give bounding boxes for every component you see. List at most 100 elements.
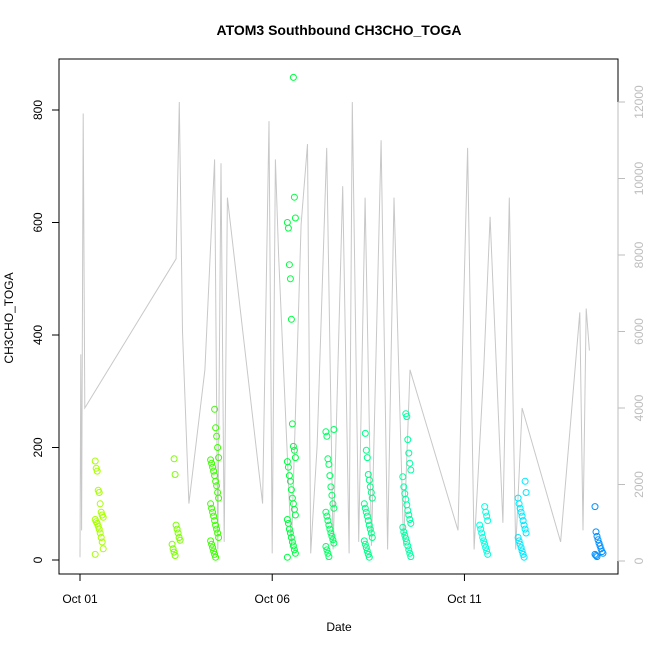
data-point xyxy=(329,500,337,508)
data-point xyxy=(593,553,601,561)
data-point xyxy=(283,516,291,523)
data-point xyxy=(327,529,335,537)
data-point xyxy=(99,513,107,521)
data-point xyxy=(98,538,106,546)
altitude-line xyxy=(79,101,590,558)
data-point xyxy=(287,486,295,494)
data-point xyxy=(289,542,297,550)
data-point xyxy=(406,549,414,557)
data-point xyxy=(367,529,375,537)
data-point xyxy=(594,536,602,544)
data-point xyxy=(171,552,179,559)
data-point xyxy=(476,521,484,529)
data-point xyxy=(213,525,221,533)
data-point xyxy=(212,521,220,529)
data-point xyxy=(174,529,182,537)
data-point xyxy=(518,512,526,520)
y-axis-right: 0 2000 4000 6000 8000 10000 12000 xyxy=(617,85,646,564)
data-point xyxy=(360,537,368,545)
y2-tick-label: 4000 xyxy=(632,394,646,421)
points-layer xyxy=(91,73,607,561)
data-point xyxy=(482,544,490,552)
data-point xyxy=(288,420,296,428)
data-point xyxy=(400,483,408,491)
data-point xyxy=(362,544,370,552)
y2-tick-label: 0 xyxy=(632,557,646,564)
data-point xyxy=(599,549,607,557)
data-point xyxy=(522,529,530,537)
y2-tick-label: 6000 xyxy=(632,318,646,345)
data-point xyxy=(480,537,488,545)
data-point xyxy=(522,489,530,496)
data-point xyxy=(364,517,372,525)
data-point xyxy=(287,534,295,541)
data-point xyxy=(330,426,338,433)
y2-tick-label: 10000 xyxy=(632,161,646,195)
data-point xyxy=(322,508,330,516)
data-point xyxy=(592,552,600,559)
data-point xyxy=(404,542,412,550)
data-point xyxy=(363,454,371,462)
data-point xyxy=(210,512,218,520)
data-point xyxy=(171,471,179,478)
data-point xyxy=(324,517,332,525)
data-point xyxy=(170,548,178,556)
data-point xyxy=(481,540,489,548)
data-point xyxy=(213,432,221,440)
data-point xyxy=(407,553,415,561)
data-point xyxy=(212,424,220,432)
data-point xyxy=(214,444,222,451)
data-point xyxy=(210,547,218,555)
x-tick-label: Oct 06 xyxy=(255,592,291,606)
data-point xyxy=(362,446,370,454)
x-tick-label: Oct 01 xyxy=(62,592,98,606)
y-tick-label: 0 xyxy=(31,556,45,563)
data-point xyxy=(323,512,331,520)
data-point xyxy=(403,413,411,421)
data-point xyxy=(322,428,330,436)
data-point xyxy=(207,456,215,464)
data-point xyxy=(483,512,491,520)
data-point xyxy=(327,483,335,491)
data-point xyxy=(326,525,334,533)
data-point xyxy=(325,460,333,468)
y2-tick-label: 8000 xyxy=(632,241,646,268)
y-tick-label: 400 xyxy=(31,325,45,345)
data-point xyxy=(598,548,606,556)
data-point xyxy=(283,553,291,561)
data-point xyxy=(329,536,337,544)
data-point xyxy=(291,549,299,557)
data-point xyxy=(215,454,223,462)
y-tick-label: 200 xyxy=(31,437,45,457)
data-point xyxy=(95,489,103,496)
data-point xyxy=(215,494,223,502)
data-point xyxy=(324,549,332,557)
data-point xyxy=(517,544,525,552)
data-point xyxy=(401,531,409,539)
data-point xyxy=(92,518,100,526)
data-point xyxy=(210,467,218,475)
data-point xyxy=(404,507,412,514)
data-point xyxy=(483,547,491,555)
data-point xyxy=(284,224,292,232)
data-point xyxy=(407,466,415,474)
data-point xyxy=(516,504,524,512)
data-point xyxy=(291,454,299,462)
data-point xyxy=(212,553,220,561)
data-point xyxy=(330,504,338,512)
y-tick-label: 800 xyxy=(31,100,45,120)
data-point xyxy=(363,512,371,520)
data-point xyxy=(404,436,412,444)
data-point xyxy=(95,525,103,533)
data-point xyxy=(521,477,529,485)
data-point xyxy=(515,537,523,545)
data-point xyxy=(173,525,181,533)
data-point xyxy=(323,432,331,440)
y-axis-left: 0 200 400 600 800 xyxy=(31,100,60,563)
data-point xyxy=(484,517,492,525)
data-point xyxy=(211,405,219,413)
data-point xyxy=(212,477,220,485)
data-point xyxy=(362,508,370,516)
data-point xyxy=(208,504,216,512)
data-point xyxy=(325,553,333,561)
